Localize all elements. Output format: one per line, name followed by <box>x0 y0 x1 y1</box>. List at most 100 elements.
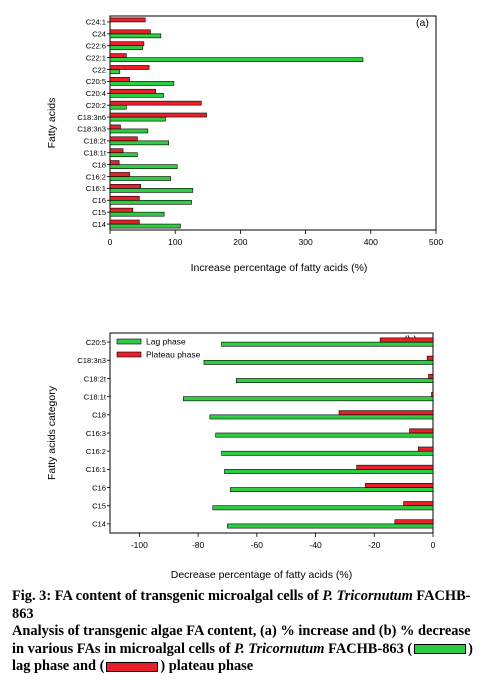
category-label: C18:2t <box>84 137 107 146</box>
x-tick-label: 200 <box>233 237 247 247</box>
caption-body-part3: ) lag phase and ( <box>12 640 473 675</box>
lag-bar <box>221 341 434 347</box>
plateau-bar <box>379 337 434 343</box>
plateau-bar <box>109 53 127 58</box>
category-label: C16 <box>92 196 106 205</box>
plateau-bar <box>109 136 138 142</box>
lag-bar <box>230 487 434 493</box>
plateau-bar <box>428 373 434 379</box>
caption-title-prefix: Fig. 3: FA content of transgenic microal… <box>12 588 323 604</box>
y-axis-title-0: Fatty acids <box>46 98 58 149</box>
lag-bar <box>109 164 178 169</box>
lag-bar <box>109 45 143 51</box>
category-label: C22 <box>92 65 106 74</box>
plateau-bar <box>109 88 156 94</box>
category-label: C22:6 <box>86 42 106 51</box>
caption-title-suffix: FACHB-863 <box>12 588 471 622</box>
y-axis-title-1: Fatty acids category <box>46 385 58 480</box>
x-tick-label: 500 <box>429 237 443 247</box>
category-label: C18:2t <box>84 374 107 383</box>
lag-bar <box>227 523 434 529</box>
category-label: C18:3n6 <box>77 113 106 122</box>
lag-bar <box>109 223 181 229</box>
lag-bar <box>209 414 434 420</box>
x-tick-label: 300 <box>299 237 313 247</box>
plateau-bar <box>109 160 120 165</box>
lag-bar <box>203 359 434 365</box>
category-label: C20:4 <box>86 89 106 98</box>
plateau-bar <box>109 77 130 82</box>
x-tick-label: -20 <box>368 540 381 550</box>
plateau-bar <box>426 355 434 361</box>
x-tick-label: -40 <box>309 540 322 550</box>
category-label: C18:3n3 <box>77 125 106 134</box>
x-tick-label: 100 <box>168 237 182 247</box>
category-label: C16:2 <box>86 172 106 181</box>
category-label: C16:1 <box>86 184 106 193</box>
plateau-bar <box>109 195 140 201</box>
lag-bar <box>109 128 149 134</box>
caption-plateau-swatch <box>106 661 159 672</box>
plateau-bar <box>338 410 434 416</box>
lag-bar <box>215 432 434 438</box>
plateau-bar <box>394 519 434 525</box>
legend-plateau-label: Plateau phase <box>146 350 201 360</box>
lag-bar <box>109 199 192 205</box>
x-tick-label: 400 <box>364 237 378 247</box>
x-axis-title-1: Decrease percentage of fatty acids (%) <box>171 569 353 581</box>
category-label: C15 <box>92 502 106 511</box>
lag-bar <box>224 469 434 474</box>
lag-bar <box>109 81 175 86</box>
legend-plateau-swatch <box>116 351 142 358</box>
caption-body-part2: FACHB-863 ( <box>324 640 413 657</box>
category-label: C16:1 <box>86 465 106 474</box>
lag-bar <box>109 33 162 39</box>
category-label: C22:1 <box>86 53 106 62</box>
caption-title-species: P. Tricornutum <box>322 588 413 604</box>
lag-bar <box>109 211 165 217</box>
lag-bar <box>109 140 169 146</box>
plateau-bar <box>109 100 202 106</box>
lag-bar <box>221 450 434 456</box>
lag-bar <box>235 378 434 383</box>
plateau-bar <box>109 124 121 130</box>
lag-bar <box>109 104 127 110</box>
plateau-bar <box>109 148 124 154</box>
caption-body-species: P. Tricornutum <box>234 640 325 657</box>
category-label: C24:1 <box>86 18 106 27</box>
category-label: C16 <box>92 483 106 492</box>
caption-body-part4: ) plateau phase <box>160 658 254 674</box>
category-label: C18 <box>92 160 106 169</box>
plateau-bar <box>109 184 141 189</box>
lag-bar <box>109 176 171 181</box>
category-label: C14 <box>92 220 106 229</box>
lag-bar <box>109 116 166 122</box>
x-tick-label: -80 <box>192 540 205 550</box>
plateau-bar <box>109 29 151 35</box>
lag-bar <box>109 69 121 74</box>
category-label: C18:1t <box>84 392 107 401</box>
lag-bar <box>109 92 164 98</box>
caption-title: Fig. 3: FA content of transgenic microal… <box>12 588 480 623</box>
lag-bar <box>109 188 194 193</box>
category-label: C14 <box>92 520 106 529</box>
category-label: C20:5 <box>86 77 106 86</box>
category-label: C16:2 <box>86 447 106 456</box>
legend-lag-swatch <box>116 338 142 345</box>
plateau-bar <box>109 65 150 70</box>
figure-caption: Fig. 3: FA content of transgenic microal… <box>12 588 480 676</box>
plateau-bar <box>109 41 145 47</box>
plateau-bar <box>109 17 146 23</box>
caption-body-part1: Analysis of transgenic algae FA content,… <box>12 623 471 657</box>
category-label: C18:3n3 <box>77 356 106 365</box>
category-label: C20:5 <box>86 338 106 347</box>
plateau-bar <box>431 392 434 397</box>
x-axis-title-0: Increase percentage of fatty acids (%) <box>191 262 368 274</box>
category-label: C20:2 <box>86 101 106 110</box>
plateau-bar <box>409 428 434 434</box>
legend-lag-label: Lag phase <box>146 337 186 347</box>
category-label: C18 <box>92 411 106 420</box>
category-label: C24 <box>92 30 106 39</box>
caption-lag-swatch <box>414 644 467 655</box>
